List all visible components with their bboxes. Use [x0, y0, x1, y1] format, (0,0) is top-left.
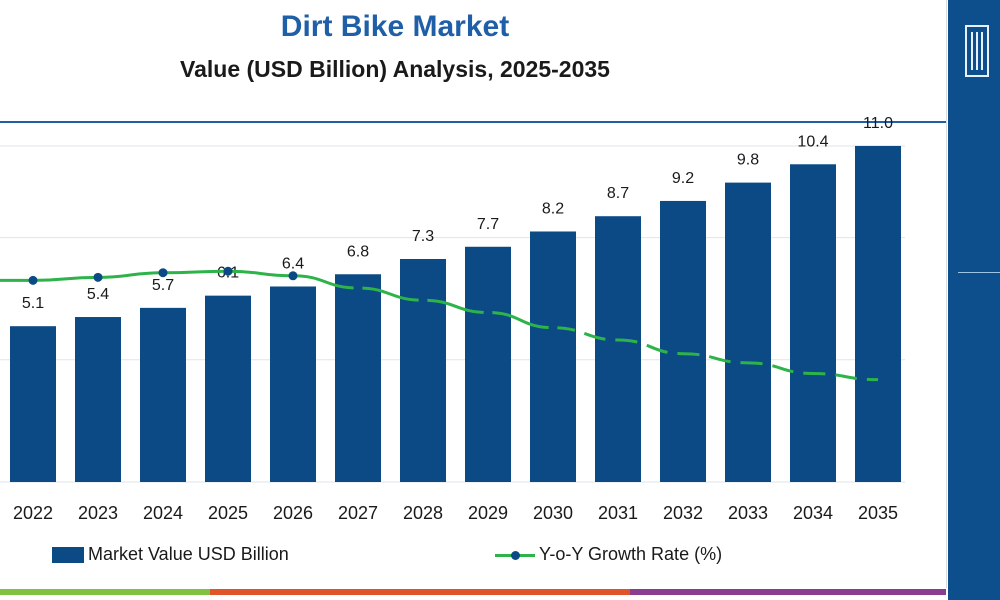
x-tick-2031: 2031 [598, 503, 638, 523]
legend-item-market-value: Market Value USD Billion [52, 544, 289, 565]
growth-point-2024 [158, 268, 168, 278]
x-tick-2023: 2023 [78, 503, 118, 523]
growth-line-dashed [552, 326, 879, 382]
bar-label-2027: 6.8 [347, 243, 369, 260]
growth-point-2022 [28, 275, 38, 285]
bar-2032 [660, 200, 706, 482]
footer-color-bar [0, 589, 946, 595]
bar-2023 [75, 317, 121, 482]
legend: Market Value USD Billion Y-o-Y Growth Ra… [0, 540, 946, 570]
bar-label-2035: 11.0 [863, 115, 893, 132]
bar-2029 [465, 246, 511, 482]
x-tick-2034: 2034 [793, 503, 833, 523]
bar-label-2032: 9.2 [672, 170, 694, 187]
bar-2031 [595, 216, 641, 482]
bar-2025 [205, 295, 251, 482]
footer-segment-orange [210, 589, 630, 595]
legend-label-growth-rate: Y-o-Y Growth Rate (%) [539, 544, 723, 564]
bar-label-2031: 8.7 [607, 185, 629, 202]
bar-label-2024: 5.7 [152, 277, 174, 294]
x-tick-2026: 2026 [273, 503, 313, 523]
chart-title: Dirt Bike Market [280, 10, 510, 43]
chart-plot: 5.15.45.76.16.46.87.37.78.28.79.29.810.4… [0, 115, 905, 523]
growth-line-series [0, 266, 879, 382]
bar-label-2033: 9.8 [737, 152, 759, 169]
bar-series [10, 145, 901, 483]
growth-point-2023 [93, 272, 103, 282]
header-divider [0, 121, 946, 123]
x-axis-ticks: 2022 2023 2024 2025 2026 2027 2028 2029 2030 2031… [13, 503, 898, 523]
bar-2030 [530, 231, 576, 482]
chart-subtitle: Value (USD Billion) Analysis, 2025-2035 [180, 56, 610, 82]
x-tick-2024: 2024 [143, 503, 183, 523]
bar-2035 [855, 145, 901, 482]
growth-point-2028 [418, 295, 428, 305]
growth-point-2026 [288, 271, 298, 281]
growth-line-solid [0, 269, 554, 330]
bar-2033 [725, 182, 771, 483]
x-tick-2027: 2027 [338, 503, 378, 523]
x-tick-2030: 2030 [533, 503, 573, 523]
building-icon [965, 25, 989, 77]
growth-point-2025 [223, 266, 233, 276]
side-divider [958, 272, 1000, 273]
legend-label-market-value: Market Value USD Billion [88, 544, 289, 564]
x-tick-2029: 2029 [468, 503, 508, 523]
bar-label-2026: 6.4 [282, 255, 304, 272]
bar-2024 [140, 307, 186, 482]
x-tick-2028: 2028 [403, 503, 443, 523]
legend-bar-swatch [52, 546, 84, 563]
bar-label-2030: 8.2 [542, 200, 564, 217]
footer-segment-green [0, 589, 210, 595]
bar-2034 [790, 164, 836, 482]
legend-line-swatch [495, 547, 535, 563]
x-tick-2032: 2032 [663, 503, 703, 523]
side-brand-panel [948, 0, 1000, 600]
x-tick-2025: 2025 [208, 503, 248, 523]
growth-point-2030 [548, 323, 558, 333]
bar-2028 [400, 258, 446, 482]
x-tick-2022: 2022 [13, 503, 53, 523]
bar-label-2028: 7.3 [412, 228, 434, 245]
x-tick-2033: 2033 [728, 503, 768, 523]
bar-2027 [335, 274, 381, 482]
chart-frame: Dirt Bike Market Value (USD Billion) Ana… [0, 0, 947, 588]
bar-label-2022: 5.1 [22, 295, 44, 312]
x-tick-2035: 2035 [858, 503, 898, 523]
bar-label-2023: 5.4 [87, 286, 109, 303]
bar-label-2034: 10.4 [797, 133, 828, 150]
bar-label-2029: 7.7 [477, 216, 499, 233]
bar-2026 [270, 286, 316, 482]
bar-value-labels: 5.15.45.76.16.46.87.37.78.28.79.29.810.4… [22, 115, 893, 312]
growth-point-2027 [353, 283, 363, 293]
bar-2022 [10, 326, 56, 482]
growth-point-2029 [483, 307, 493, 317]
legend-item-growth-rate: Y-o-Y Growth Rate (%) [495, 544, 722, 565]
footer-segment-purple [630, 589, 946, 595]
